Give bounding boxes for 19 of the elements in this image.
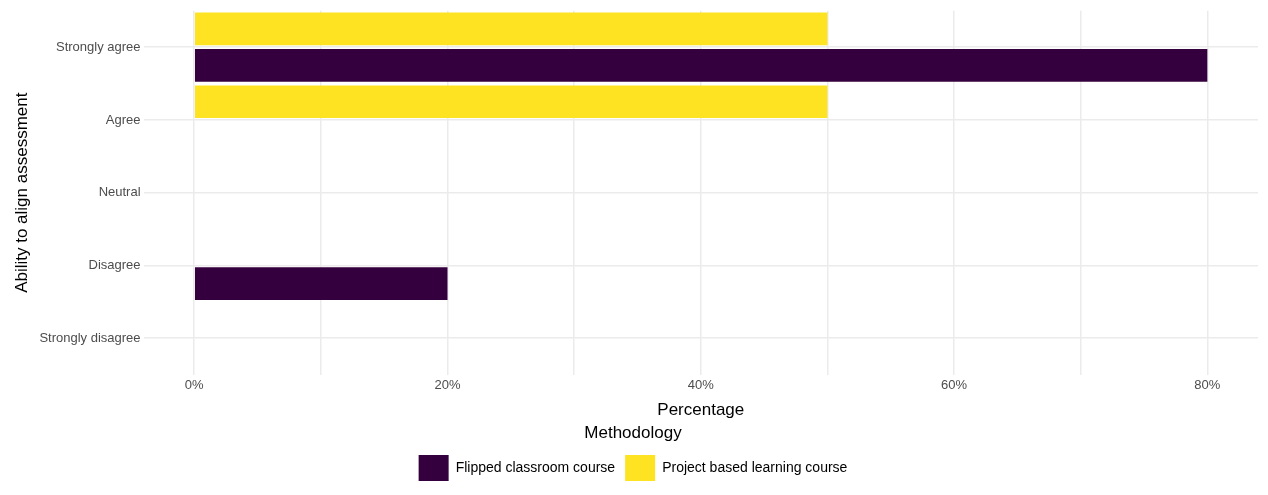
legend-label: Flipped classroom course [455, 458, 616, 475]
y-tick-label: Neutral [98, 184, 141, 200]
y-tick-label: Strongly agree [56, 38, 141, 54]
legend-label: Project based learning course [662, 458, 848, 475]
bar [194, 12, 828, 46]
y-axis-title: Ability to align assessment [11, 92, 31, 293]
x-tick-label: 20% [434, 376, 461, 392]
y-tick-label: Strongly disagree [39, 329, 141, 345]
x-tick-label: 80% [1194, 376, 1221, 392]
y-tick-label: Agree [105, 111, 141, 127]
x-tick-label: 0% [184, 376, 205, 392]
x-tick-label: 60% [941, 376, 968, 392]
bar [194, 85, 828, 119]
x-axis-title: Percentage [657, 400, 745, 420]
bar [194, 267, 448, 301]
legend-title: Methodology [584, 422, 683, 442]
x-tick-label: 40% [687, 376, 715, 392]
bar [194, 49, 1208, 82]
y-tick-label: Disagree [88, 257, 141, 273]
